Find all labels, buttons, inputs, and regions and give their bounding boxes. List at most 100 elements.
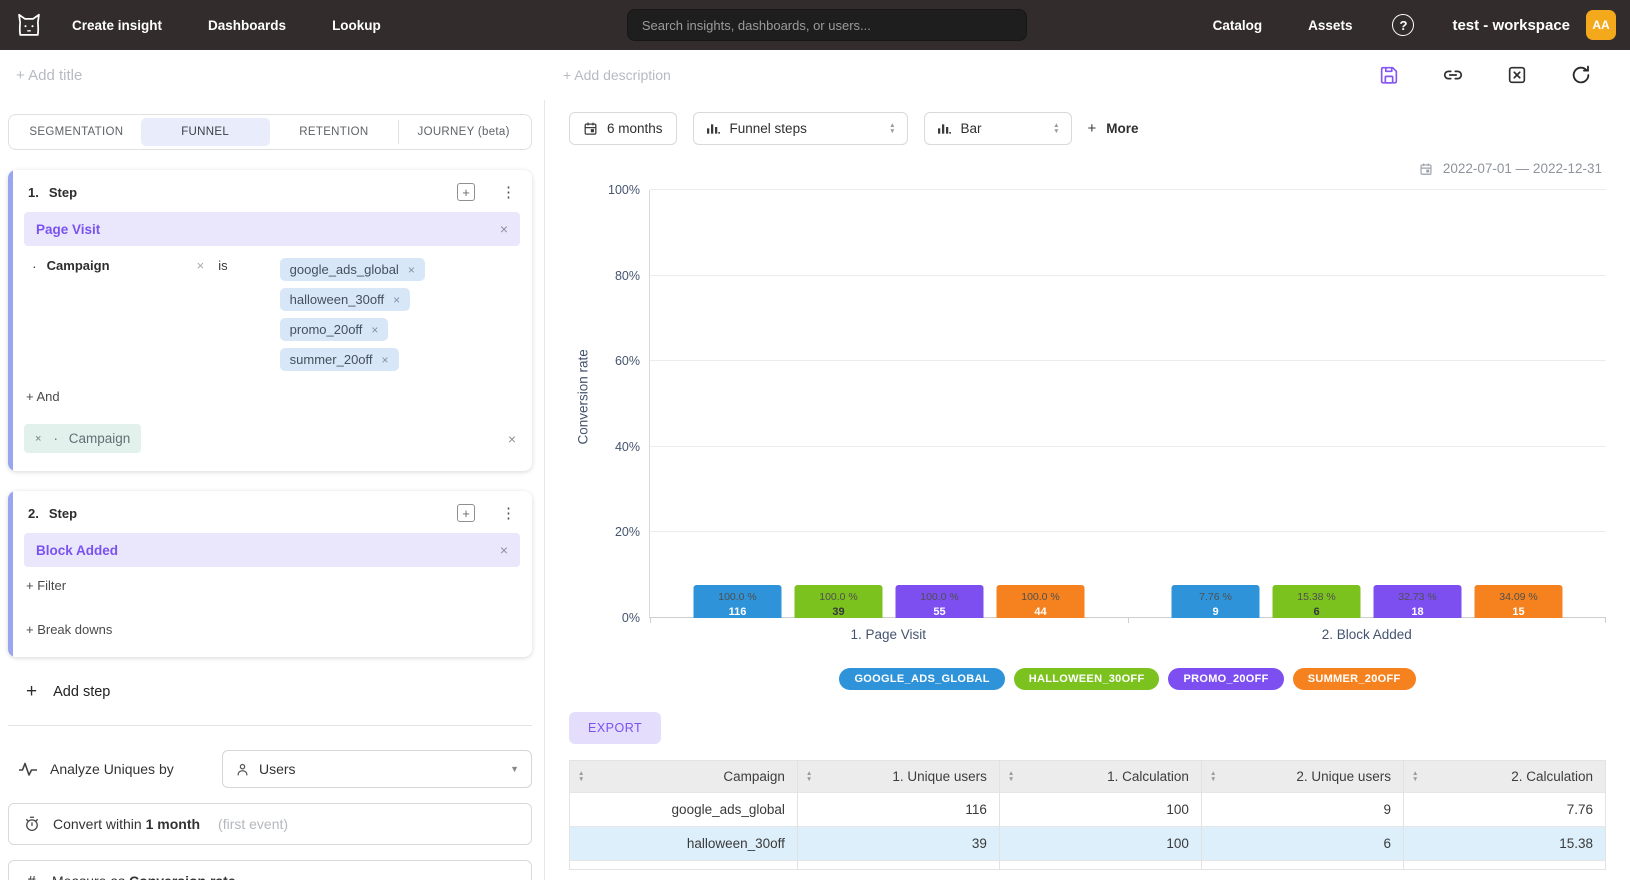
breakdown-label: · Campaign (53, 431, 130, 446)
add-title-button[interactable]: + Add title (16, 66, 83, 84)
bar-percent-label: 100.0 % (1021, 591, 1060, 603)
step-number: 2. (28, 505, 39, 521)
cell-value: 100 (998, 826, 1202, 861)
event-name: Page Visit (36, 221, 101, 237)
remove-value-icon[interactable]: × (371, 322, 379, 337)
tab-journey[interactable]: JOURNEY (beta) (417, 126, 510, 138)
add-description-button[interactable]: + Add description (563, 67, 671, 83)
chart-type-select[interactable]: Bar ▲ ▼ (923, 112, 1072, 145)
filter-value-pill[interactable]: google_ads_global × (279, 258, 425, 281)
filter-value-label: halloween_30off (289, 292, 385, 307)
nav-lookup[interactable]: Lookup (332, 17, 381, 33)
tab-retention[interactable]: RETENTION (299, 126, 369, 138)
remove-value-icon[interactable]: × (407, 262, 415, 277)
tab-segmentation[interactable]: SEGMENTATION (29, 126, 124, 138)
help-icon[interactable]: ? (1392, 14, 1415, 36)
legend-item-google-ads-global[interactable]: GOOGLE_ADS_GLOBAL (839, 668, 1005, 690)
nav-dashboards[interactable]: Dashboards (208, 17, 287, 33)
user-icon (237, 763, 248, 775)
step-title: Step (48, 505, 78, 521)
legend-item-promo-20off[interactable]: PROMO_20OFF (1168, 668, 1284, 690)
save-icon[interactable] (1378, 64, 1400, 86)
sort-icon[interactable]: ▲ ▼ (1209, 770, 1217, 783)
bar-google_ads_global-step2[interactable]: 7.76 % 9 (1171, 585, 1260, 618)
more-label: More (1106, 121, 1139, 136)
measure-value: Conversion rate (129, 873, 236, 880)
convert-within-control[interactable]: Convert within 1 month (first event) (8, 803, 532, 845)
filter-value-pill[interactable]: summer_20off × (279, 348, 399, 371)
view-select[interactable]: Funnel steps ▲ ▼ (692, 112, 908, 145)
bar-halloween_30off-step1[interactable]: 100.0 % 39 (794, 585, 883, 618)
analyze-entity-select[interactable]: Users ▼ (222, 750, 532, 788)
search-input[interactable] (626, 9, 1027, 41)
more-button[interactable]: + More (1088, 120, 1139, 137)
remove-breakdown-icon[interactable]: × (35, 432, 42, 445)
bar-google_ads_global-step1[interactable]: 100.0 % 116 (693, 585, 782, 618)
filter-value-pill[interactable]: halloween_30off × (279, 288, 411, 311)
refresh-icon[interactable] (1570, 64, 1592, 86)
measure-as-control[interactable]: # Measure as Conversion rate (8, 860, 532, 880)
y-tick: 0% (621, 611, 640, 625)
app-logo-cat-icon[interactable] (14, 10, 44, 40)
event-row[interactable]: Page Visit × (24, 212, 520, 246)
nav-create-insight[interactable]: Create insight (72, 17, 163, 33)
sort-icon[interactable]: ▲ ▼ (578, 770, 585, 783)
col-header[interactable]: Campaign (723, 769, 785, 784)
sort-icon[interactable]: ▲ ▼ (1411, 770, 1419, 783)
gridline (650, 445, 1606, 447)
col-header[interactable]: 2. Calculation (1511, 769, 1593, 784)
add-filter-button[interactable]: + Filter (26, 578, 67, 593)
col-header[interactable]: 1. Calculation (1107, 769, 1189, 784)
export-button[interactable]: EXPORT (569, 712, 662, 744)
bar-count-label: 9 (1212, 606, 1219, 618)
legend-item-halloween-30off[interactable]: HALLOWEEN_30OFF (1013, 668, 1160, 690)
bar-halloween_30off-step2[interactable]: 15.38 % 6 (1272, 585, 1361, 618)
nav-assets[interactable]: Assets (1308, 17, 1353, 33)
remove-event-icon[interactable]: × (499, 221, 508, 237)
bar-percent-label: 34.09 % (1499, 591, 1538, 603)
breakdown-chip[interactable]: × · Campaign (24, 424, 142, 453)
remove-breakdown-row-icon[interactable]: × (507, 430, 516, 447)
filter-value-pill[interactable]: promo_20off × (279, 318, 389, 341)
clear-icon[interactable] (1506, 64, 1528, 86)
copy-link-icon[interactable] (1442, 64, 1464, 86)
add-event-icon[interactable]: + (457, 183, 475, 201)
avatar[interactable]: AA (1586, 10, 1616, 40)
step-menu-icon[interactable]: ⋮ (501, 504, 516, 522)
remove-value-icon[interactable]: × (393, 292, 401, 307)
tab-funnel[interactable]: FUNNEL (140, 118, 270, 146)
nav-catalog[interactable]: Catalog (1212, 17, 1263, 33)
calendar-icon (584, 122, 597, 135)
sort-icon[interactable]: ▲ ▼ (1007, 770, 1015, 783)
x-category-label: 2. Block Added (1321, 627, 1412, 642)
legend-item-summer-20off[interactable]: SUMMER_20OFF (1292, 668, 1416, 690)
sort-icon[interactable]: ▲ ▼ (805, 770, 813, 783)
bar-percent-label: 32.73 % (1398, 591, 1437, 603)
col-header[interactable]: 1. Unique users (892, 769, 987, 784)
filter-operator[interactable]: is (218, 258, 228, 273)
remove-value-icon[interactable]: × (381, 352, 389, 367)
bar-promo_20off-step1[interactable]: 100.0 % 55 (895, 585, 984, 618)
bar-percent-label: 100.0 % (718, 591, 757, 603)
bar-percent-label: 100.0 % (819, 591, 858, 603)
y-tick: 40% (614, 439, 640, 454)
remove-filter-icon[interactable]: × (196, 258, 205, 273)
col-header[interactable]: 2. Unique users (1296, 769, 1391, 784)
event-name: Block Added (36, 542, 119, 558)
view-select-value: Funnel steps (729, 121, 807, 136)
filter-property[interactable]: Campaign (46, 258, 110, 273)
add-breakdowns-button[interactable]: + Break downs (26, 622, 113, 637)
add-and-condition-button[interactable]: + And (26, 389, 60, 404)
bar-promo_20off-step2[interactable]: 32.73 % 18 (1373, 585, 1462, 618)
remove-event-icon[interactable]: × (499, 542, 508, 558)
select-spinner-icon: ▲ ▼ (1053, 122, 1060, 135)
step-menu-icon[interactable]: ⋮ (501, 183, 516, 201)
event-row[interactable]: Block Added × (24, 533, 520, 567)
workspace-name[interactable]: test - workspace (1452, 16, 1570, 34)
add-event-icon[interactable]: + (457, 504, 475, 522)
table-row: halloween_30off 39 100 6 15.38 (569, 826, 1606, 861)
bar-summer_20off-step2[interactable]: 34.09 % 15 (1474, 585, 1563, 618)
add-step-button[interactable]: + Add step (26, 681, 532, 703)
bar-summer_20off-step1[interactable]: 100.0 % 44 (996, 585, 1085, 618)
date-range-button[interactable]: 6 months (569, 112, 677, 145)
